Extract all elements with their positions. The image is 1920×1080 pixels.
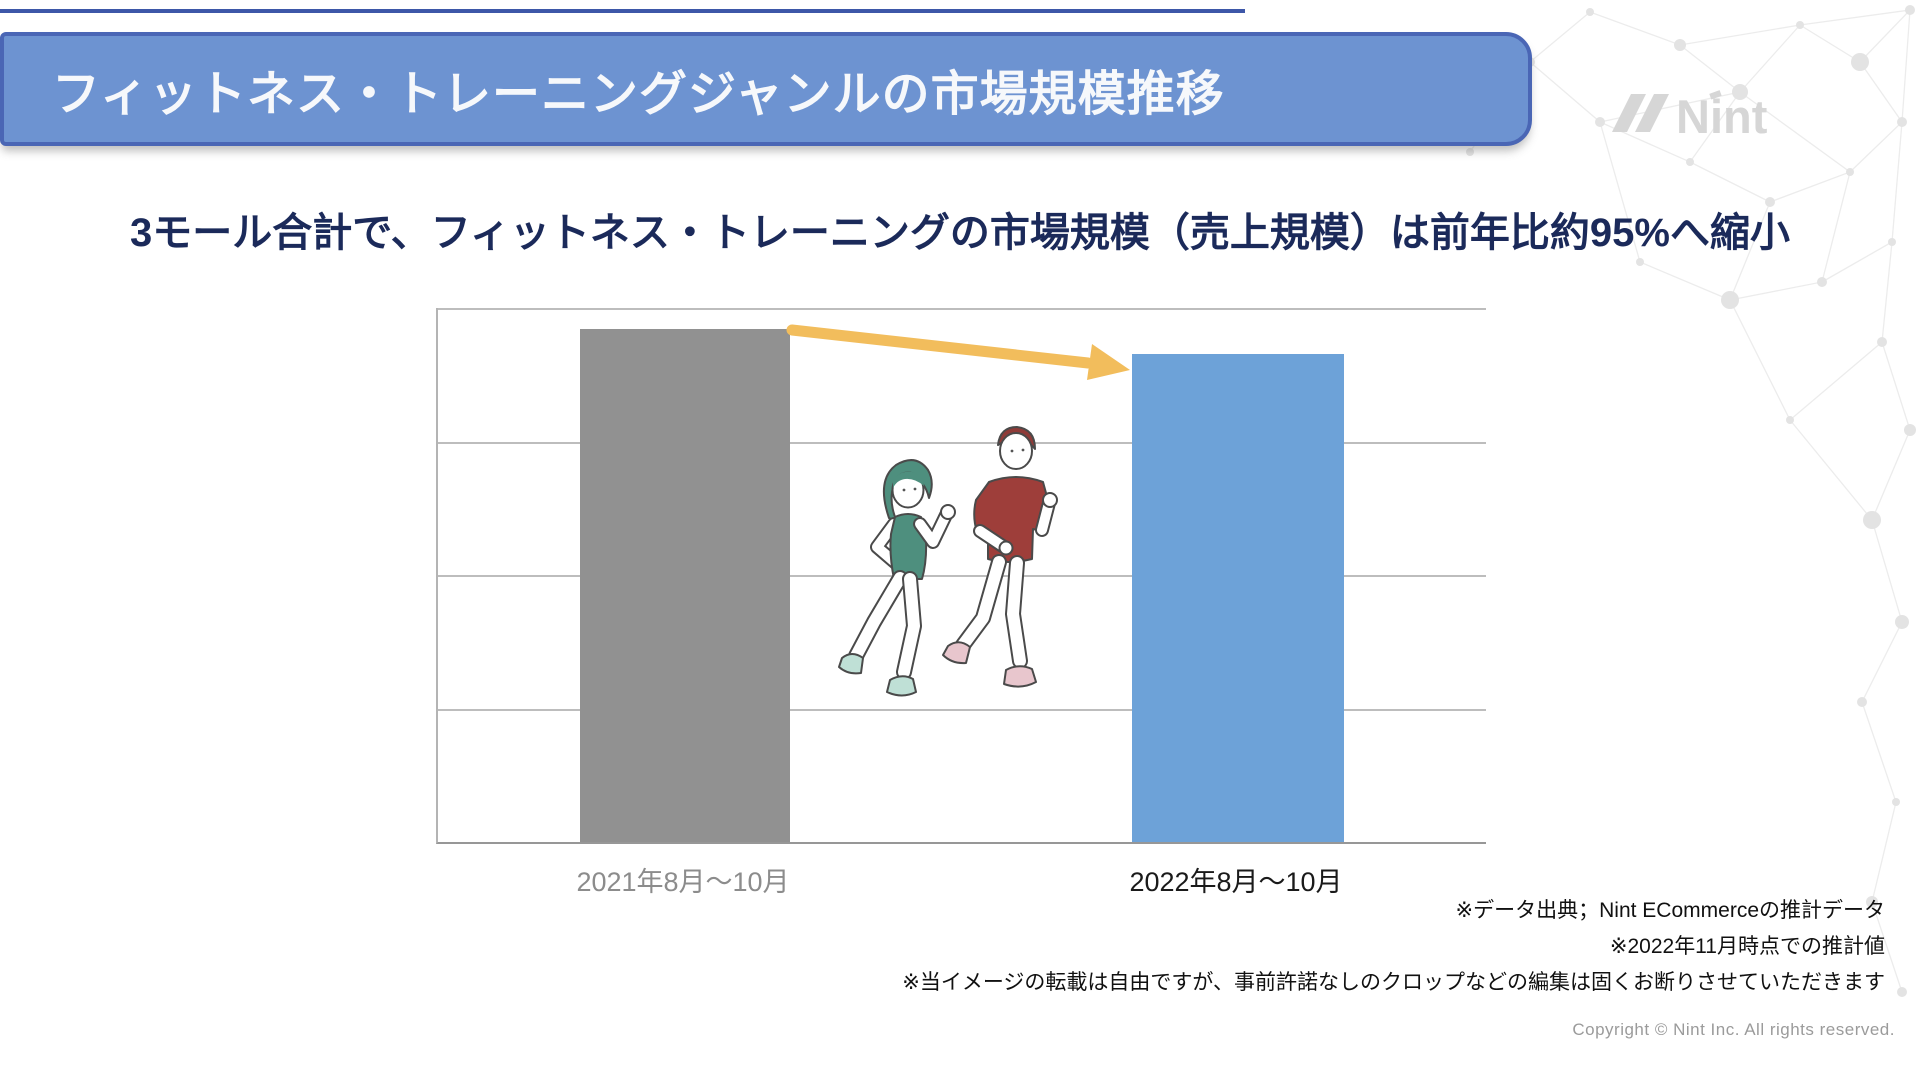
decline-arrow-icon: [786, 324, 1130, 380]
nint-logo: Nint: [1612, 86, 1792, 144]
title-banner: フィットネス・トレーニングジャンルの市場規模推移: [0, 32, 1532, 146]
gridline: [438, 308, 1486, 310]
page-title: フィットネス・トレーニングジャンルの市場規模推移: [52, 68, 1225, 121]
nint-logo-icon: Nint: [1612, 90, 1768, 143]
x-axis-label-2021: 2021年8月〜10月: [576, 867, 790, 897]
plot-area: [436, 308, 1486, 844]
copyright-notice: Copyright © Nint Inc. All rights reserve…: [1572, 1020, 1895, 1039]
gridline: [438, 441, 1486, 444]
subtitle: 3モール合計で、フィットネス・トレーニングの市場規模（売上規模）は前年比約95%…: [130, 211, 1790, 255]
x-axis-label-2022: 2022年8月〜10月: [1129, 867, 1343, 897]
gridline: [438, 575, 1486, 577]
footnote-usage-policy: ※当イメージの転載は自由ですが、事前許諾なしのクロップなどの編集は固くお断りさせ…: [902, 971, 1885, 994]
bar-2022: [1132, 354, 1344, 842]
joggers-illustration: [838, 426, 1058, 697]
bar-2021: [580, 328, 790, 842]
network-pattern-decoration: [1466, 5, 1916, 997]
footnote-data-source: ※データ出典；Nint ECommerceの推計データ: [1455, 899, 1885, 922]
nint-logo-text: Nint: [1676, 90, 1768, 143]
gridline: [438, 708, 1486, 711]
footnotes: ※データ出典；Nint ECommerceの推計データ ※2022年11月時点で…: [902, 893, 1885, 1001]
top-rule: [0, 9, 1245, 13]
footnote-estimate-date: ※2022年11月時点での推計値: [1609, 935, 1885, 958]
